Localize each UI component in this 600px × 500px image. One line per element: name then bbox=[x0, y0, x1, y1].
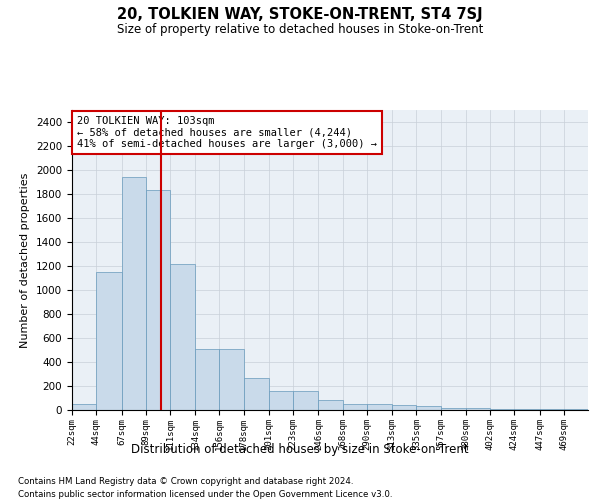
Text: Distribution of detached houses by size in Stoke-on-Trent: Distribution of detached houses by size … bbox=[131, 442, 469, 456]
Bar bbox=[440, 408, 466, 410]
Bar bbox=[122, 177, 146, 410]
Text: Size of property relative to detached houses in Stoke-on-Trent: Size of property relative to detached ho… bbox=[117, 22, 483, 36]
Text: Contains public sector information licensed under the Open Government Licence v3: Contains public sector information licen… bbox=[18, 490, 392, 499]
Bar bbox=[416, 406, 440, 410]
Bar bbox=[490, 409, 514, 410]
Bar bbox=[244, 378, 269, 410]
Bar bbox=[319, 400, 343, 410]
Bar bbox=[466, 408, 490, 410]
Bar bbox=[72, 404, 96, 410]
Text: Contains HM Land Registry data © Crown copyright and database right 2024.: Contains HM Land Registry data © Crown c… bbox=[18, 478, 353, 486]
Bar bbox=[392, 405, 416, 410]
Bar bbox=[96, 272, 122, 410]
Bar bbox=[293, 391, 319, 410]
Bar bbox=[343, 404, 367, 410]
Bar bbox=[146, 190, 170, 410]
Bar bbox=[269, 391, 293, 410]
Bar bbox=[220, 349, 244, 410]
Text: 20 TOLKIEN WAY: 103sqm
← 58% of detached houses are smaller (4,244)
41% of semi-: 20 TOLKIEN WAY: 103sqm ← 58% of detached… bbox=[77, 116, 377, 149]
Y-axis label: Number of detached properties: Number of detached properties bbox=[20, 172, 31, 348]
Text: 20, TOLKIEN WAY, STOKE-ON-TRENT, ST4 7SJ: 20, TOLKIEN WAY, STOKE-ON-TRENT, ST4 7SJ bbox=[117, 8, 483, 22]
Bar bbox=[195, 349, 220, 410]
Bar bbox=[170, 264, 195, 410]
Bar bbox=[367, 404, 392, 410]
